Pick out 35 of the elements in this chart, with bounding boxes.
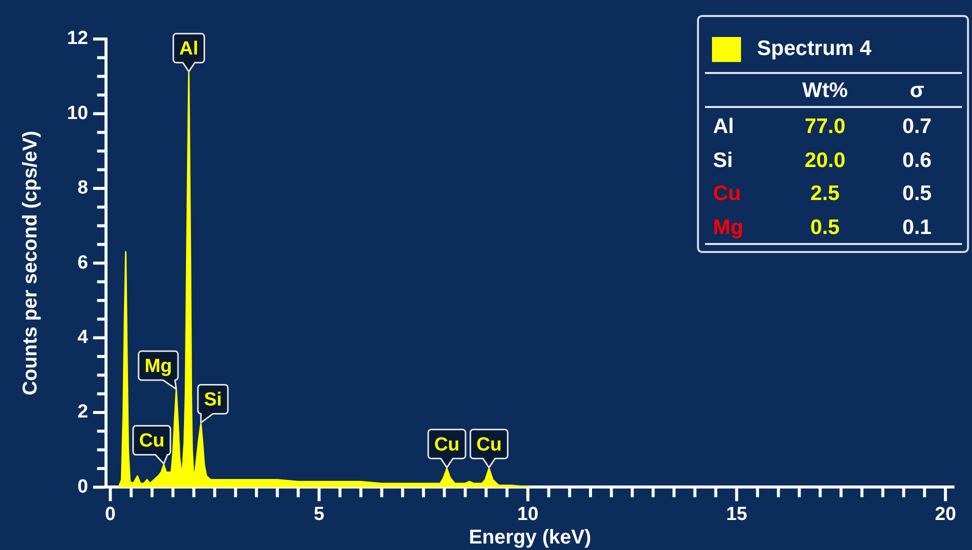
data-label: 0.6 (902, 148, 932, 172)
category-label: Al (713, 115, 734, 138)
annotation: Mg (144, 356, 172, 377)
x-tick-label: 10 (517, 504, 538, 525)
y-tick-label: 8 (78, 178, 88, 199)
annotation: Al (179, 38, 198, 60)
x-tick-label: 5 (314, 504, 325, 525)
data-label: 2.5 (810, 182, 840, 205)
annotation: Cu (434, 434, 460, 456)
x-tick-label: 20 (934, 504, 956, 525)
category-label: Mg (713, 216, 744, 238)
data-label: 0.5 (902, 182, 932, 205)
annotation: Si (204, 389, 222, 410)
data-label: 0.1 (902, 216, 932, 238)
y-tick-label: 2 (78, 402, 88, 423)
category-label: Si (713, 148, 733, 172)
y-tick-label: 12 (66, 28, 88, 50)
text: Wt% (802, 79, 848, 102)
annotation: Cu (476, 434, 502, 456)
legend-label: Spectrum 4 (757, 37, 872, 61)
data-label: 20.0 (804, 148, 846, 172)
y-tick-label: 6 (78, 252, 88, 274)
y-tick-label: 4 (78, 327, 89, 348)
x-tick-label: 15 (726, 504, 748, 525)
y-tick-label: 10 (66, 102, 88, 124)
annotation: Cu (139, 430, 164, 452)
data-label: 77.0 (804, 115, 846, 138)
x-tick-label: 0 (105, 504, 116, 525)
data-label: 0.5 (810, 216, 840, 238)
x-axis-title: Energy (keV) (468, 526, 592, 549)
data-label: 0.7 (902, 115, 932, 138)
y-axis-title: Counts per second (cps/eV) (20, 130, 42, 396)
y-tick-label: 0 (78, 476, 88, 498)
category-label: Cu (713, 182, 741, 205)
text: σ (910, 79, 924, 102)
